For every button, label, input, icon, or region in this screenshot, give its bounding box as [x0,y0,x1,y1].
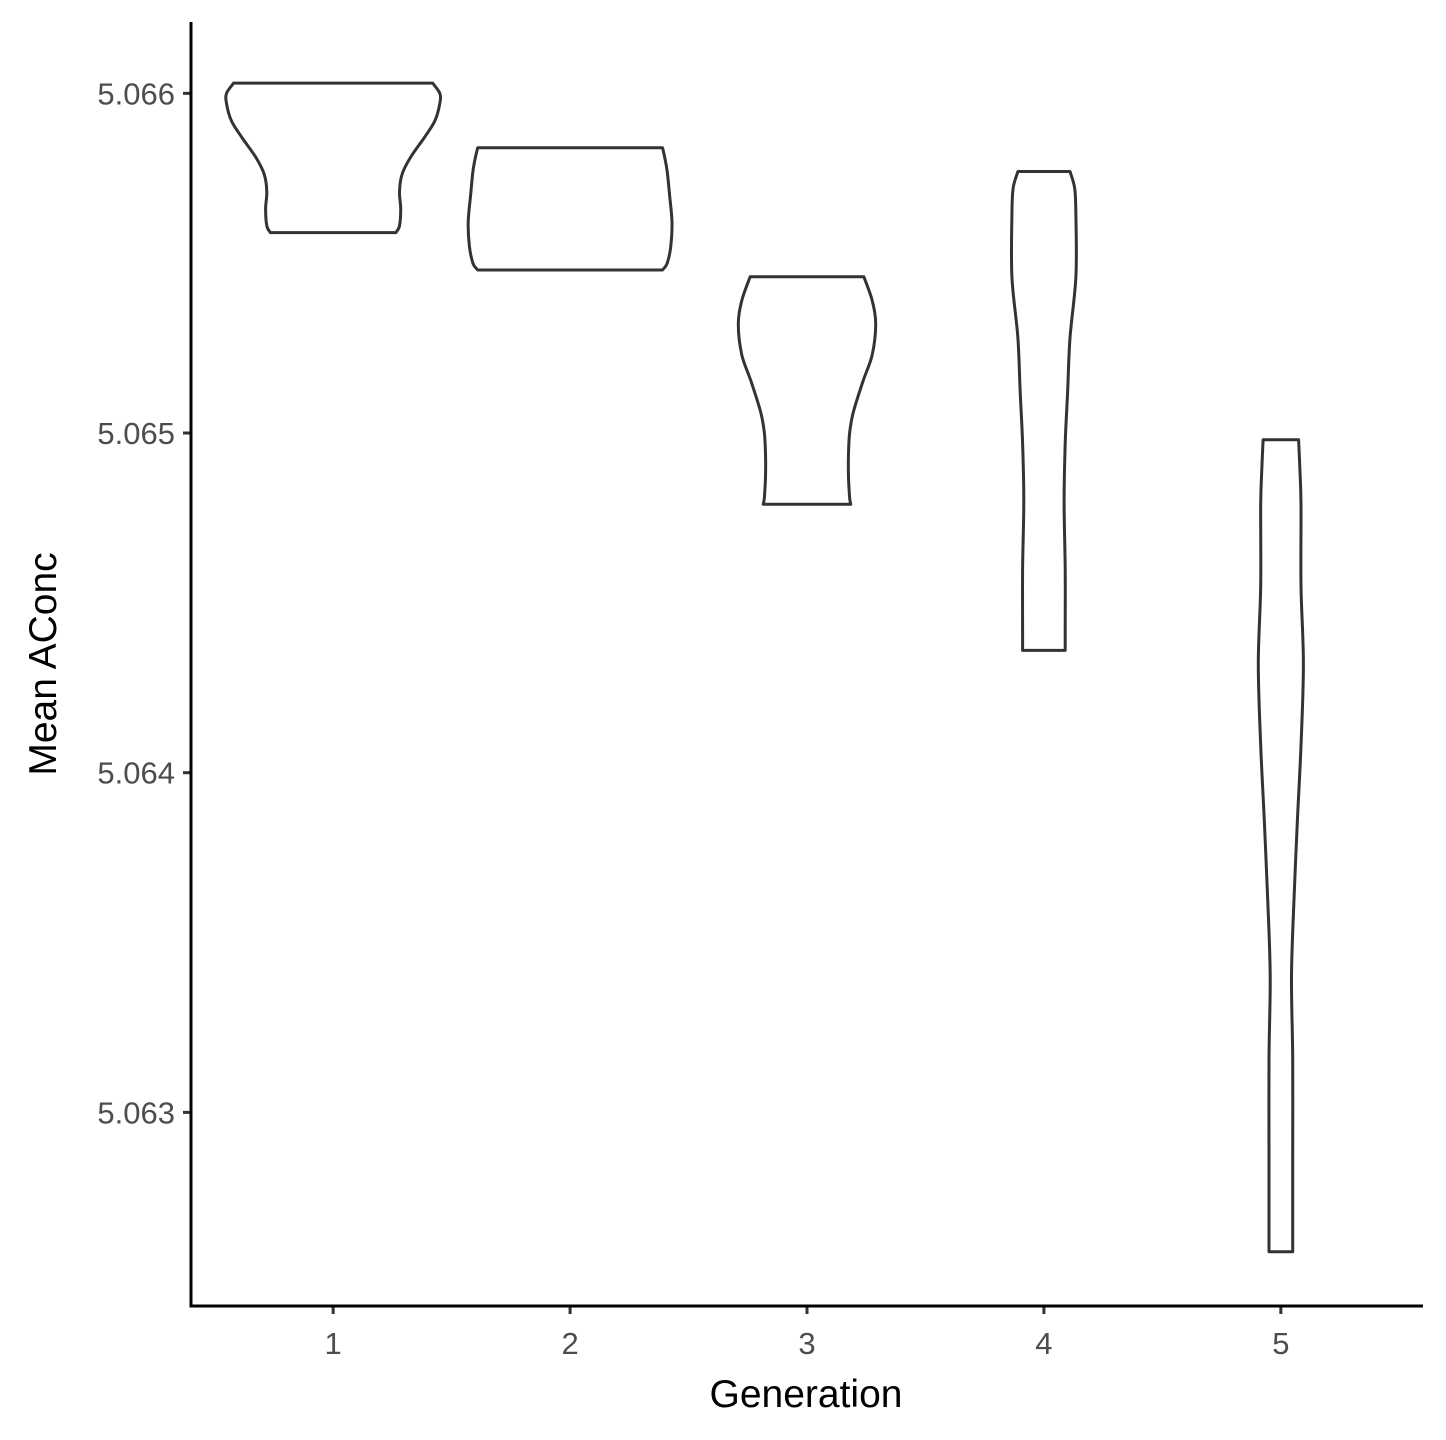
violin-generation-3 [736,275,878,506]
x-axis-ticks: 1 2 3 4 5 [325,1306,1289,1361]
y-tick-label: 5.063 [97,1095,175,1130]
y-tick-label: 5.064 [97,756,175,791]
violin-generation-4 [1009,170,1078,652]
y-tick-label: 5.065 [97,416,175,451]
x-axis-title: Generation [710,1373,903,1416]
x-tick-label: 4 [1035,1326,1052,1361]
x-tick-label: 1 [325,1326,342,1361]
violin-generation-2 [466,146,674,272]
y-axis-title: Mean AConc [22,552,65,775]
y-axis-ticks: 5.063 5.064 5.065 5.066 [97,76,191,1130]
violin-generation-5 [1256,438,1305,1254]
x-tick-label: 2 [561,1326,578,1361]
x-tick-label: 5 [1272,1326,1289,1361]
y-tick-label: 5.066 [97,76,175,111]
violins-layer [224,81,1305,1254]
x-tick-label: 3 [798,1326,815,1361]
violin-generation-1 [224,81,443,235]
